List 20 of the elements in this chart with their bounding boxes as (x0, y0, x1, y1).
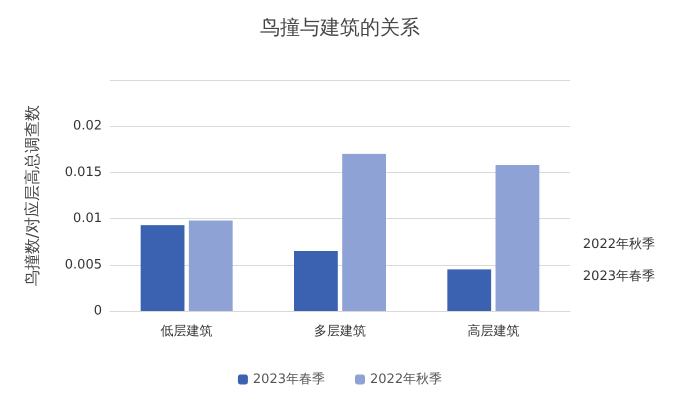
x-tick-label: 高层建筑 (467, 323, 520, 339)
y-tick-label: 0.015 (64, 164, 102, 180)
y-tick-label: 0.005 (64, 257, 102, 272)
bar (140, 225, 184, 311)
legend-label: 2023年春季 (252, 372, 326, 387)
y-axis-title: 鸟撞数/对应层高总调查数 (22, 104, 42, 286)
text: 2023年春季 (582, 269, 656, 284)
y-tick-label: 0.02 (73, 118, 102, 134)
x-tick-label: 低层建筑 (160, 324, 213, 339)
legend-label: 2022年秋季 (370, 372, 442, 387)
text: 2022年秋季 (582, 237, 656, 252)
bar (447, 269, 492, 311)
y-tick-label: 0.01 (73, 211, 102, 226)
bar (342, 154, 386, 311)
x-tick-label: 多层建筑 (314, 324, 366, 339)
bar (188, 220, 233, 311)
bar (294, 250, 338, 311)
y-tick-label: 0 (94, 304, 102, 318)
chart-title: 鸟撞与建筑的关系 (260, 15, 420, 39)
bar (496, 165, 540, 311)
